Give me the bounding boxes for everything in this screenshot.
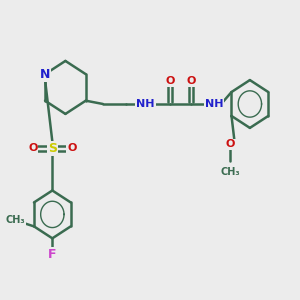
Text: O: O (226, 140, 235, 149)
Text: O: O (67, 143, 76, 153)
Text: O: O (28, 143, 38, 153)
Text: O: O (186, 76, 196, 86)
Text: CH₃: CH₃ (5, 215, 25, 225)
Text: F: F (48, 248, 57, 261)
Text: NH: NH (205, 99, 223, 109)
Text: S: S (48, 142, 57, 155)
Text: NH: NH (136, 99, 155, 109)
Text: S: S (48, 142, 57, 155)
Text: CH₃: CH₃ (220, 167, 240, 177)
Text: O: O (165, 76, 175, 86)
Text: N: N (40, 68, 50, 81)
